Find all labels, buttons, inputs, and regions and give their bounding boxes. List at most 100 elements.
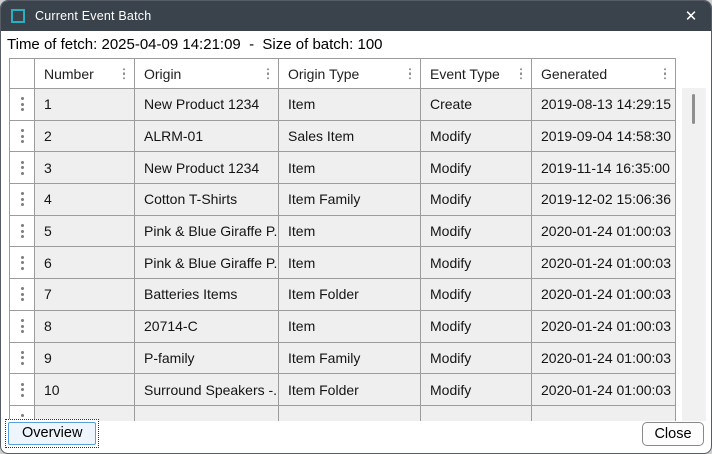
table-row[interactable]: 1 New Product 1234 Item Create 2019-08-1… [10,89,676,121]
column-menu-icon[interactable] [519,67,522,80]
table-row[interactable]: 7 Batteries Items Item Folder Modify 202… [10,279,676,311]
cell-event-type[interactable]: Create [421,89,532,121]
cell-origin[interactable]: 20714-C [135,310,279,343]
cell-origin[interactable]: P-family [135,342,279,375]
cell-event-type[interactable]: Modify [421,152,532,185]
row-drag-handle[interactable] [10,310,35,343]
overview-button-label: Overview [8,422,97,445]
cell-generated[interactable]: 2019-09-04 14:58:30 [532,120,676,153]
cell-origin-type[interactable] [279,405,421,421]
cell-number[interactable] [35,405,135,421]
row-drag-handle[interactable] [10,89,35,121]
cell-number[interactable]: 10 [35,374,135,406]
column-menu-icon[interactable] [122,67,125,80]
cell-event-type[interactable]: Modify [421,342,532,375]
cell-origin-type[interactable]: Item [279,247,421,280]
vertical-scrollbar[interactable] [682,88,706,421]
table-row[interactable]: 6 Pink & Blue Giraffe P... Item Modify 2… [10,247,676,280]
cell-origin-type[interactable]: Item Folder [279,374,421,406]
cell-origin[interactable]: Pink & Blue Giraffe P... [135,247,279,280]
window-close-icon[interactable]: ✕ [684,8,698,25]
cell-origin-type[interactable]: Sales Item [279,120,421,153]
cell-generated[interactable]: 2020-01-24 01:00:03 [532,374,676,406]
cell-number[interactable]: 4 [35,184,135,216]
table-row[interactable]: 4 Cotton T-Shirts Item Family Modify 201… [10,184,676,216]
cell-generated[interactable]: 2020-01-24 01:00:03 [532,279,676,311]
cell-event-type[interactable]: Modify [421,215,532,248]
cell-origin[interactable] [135,405,279,421]
app-icon [11,9,25,23]
column-header-generated[interactable]: Generated [532,59,676,89]
close-button[interactable]: Close [642,422,704,446]
cell-generated[interactable]: 2019-11-14 16:35:00 [532,152,676,185]
cell-number[interactable]: 7 [35,279,135,311]
cell-origin-type[interactable]: Item [279,215,421,248]
cell-origin[interactable]: Surround Speakers -... [135,374,279,406]
cell-event-type[interactable]: Modify [421,120,532,153]
row-drag-handle[interactable] [10,120,35,153]
overview-button[interactable]: Overview [5,419,100,448]
cell-origin-type[interactable]: Item [279,89,421,121]
cell-event-type[interactable]: Modify [421,247,532,280]
scrollbar-thumb[interactable] [692,94,695,124]
cell-generated[interactable]: 2020-01-24 01:00:03 [532,247,676,280]
row-drag-handle[interactable] [10,279,35,311]
cell-number[interactable]: 5 [35,215,135,248]
cell-origin[interactable]: ALRM-01 [135,120,279,153]
row-drag-handle[interactable] [10,342,35,375]
cell-origin[interactable]: New Product 1234 [135,89,279,121]
column-menu-icon[interactable] [663,67,666,80]
cell-generated[interactable]: 2020-01-24 01:00:03 [532,342,676,375]
cell-event-type[interactable]: Modify [421,310,532,343]
cell-event-type[interactable]: Modify [421,374,532,406]
drag-handle-icon [20,224,24,239]
cell-origin[interactable]: Pink & Blue Giraffe P... [135,215,279,248]
row-drag-handle[interactable] [10,152,35,185]
cell-origin-type[interactable]: Item [279,310,421,343]
table-row[interactable]: 2 ALRM-01 Sales Item Modify 2019-09-04 1… [10,120,676,153]
cell-event-type[interactable]: Modify [421,184,532,216]
cell-origin-type[interactable]: Item Family [279,184,421,216]
cell-generated[interactable]: 2020-01-24 01:00:03 [532,215,676,248]
table-row[interactable] [10,405,676,421]
cell-number[interactable]: 2 [35,120,135,153]
cell-origin-type[interactable]: Item Folder [279,279,421,311]
cell-generated[interactable] [532,405,676,421]
cell-origin[interactable]: Batteries Items [135,279,279,311]
table-row[interactable]: 5 Pink & Blue Giraffe P... Item Modify 2… [10,215,676,248]
row-drag-handle[interactable] [10,374,35,406]
fetch-info-text: Time of fetch: 2025-04-09 14:21:09 - Siz… [1,31,711,57]
cell-generated[interactable]: 2019-08-13 14:29:15 [532,89,676,121]
table-row[interactable]: 3 New Product 1234 Item Modify 2019-11-1… [10,152,676,185]
cell-generated[interactable]: 2020-01-24 01:00:03 [532,310,676,343]
cell-origin-type[interactable]: Item [279,152,421,185]
title-bar: Current Event Batch ✕ [1,1,711,31]
drag-handle-icon [20,160,24,175]
cell-number[interactable]: 6 [35,247,135,280]
column-header-origin[interactable]: Origin [135,59,279,89]
cell-generated[interactable]: 2019-12-02 15:06:36 [532,184,676,216]
cell-origin[interactable]: New Product 1234 [135,152,279,185]
table-row[interactable]: 8 20714-C Item Modify 2020-01-24 01:00:0… [10,310,676,343]
drag-handle-icon [20,287,24,302]
cell-number[interactable]: 1 [35,89,135,121]
cell-origin-type[interactable]: Item Family [279,342,421,375]
table-row[interactable]: 10 Surround Speakers -... Item Folder Mo… [10,374,676,406]
column-menu-icon[interactable] [408,67,411,80]
cell-number[interactable]: 3 [35,152,135,185]
row-drag-handle[interactable] [10,215,35,248]
drag-handle-icon [20,129,24,144]
cell-number[interactable]: 9 [35,342,135,375]
cell-origin[interactable]: Cotton T-Shirts [135,184,279,216]
row-drag-handle[interactable] [10,247,35,280]
row-drag-handle[interactable] [10,184,35,216]
column-menu-icon[interactable] [266,67,269,80]
table-body: 1 New Product 1234 Item Create 2019-08-1… [10,89,676,421]
cell-number[interactable]: 8 [35,310,135,343]
cell-event-type[interactable] [421,405,532,421]
column-header-origin-type[interactable]: Origin Type [279,59,421,89]
column-header-event-type[interactable]: Event Type [421,59,532,89]
column-header-number[interactable]: Number [35,59,135,89]
table-row[interactable]: 9 P-family Item Family Modify 2020-01-24… [10,342,676,375]
cell-event-type[interactable]: Modify [421,279,532,311]
